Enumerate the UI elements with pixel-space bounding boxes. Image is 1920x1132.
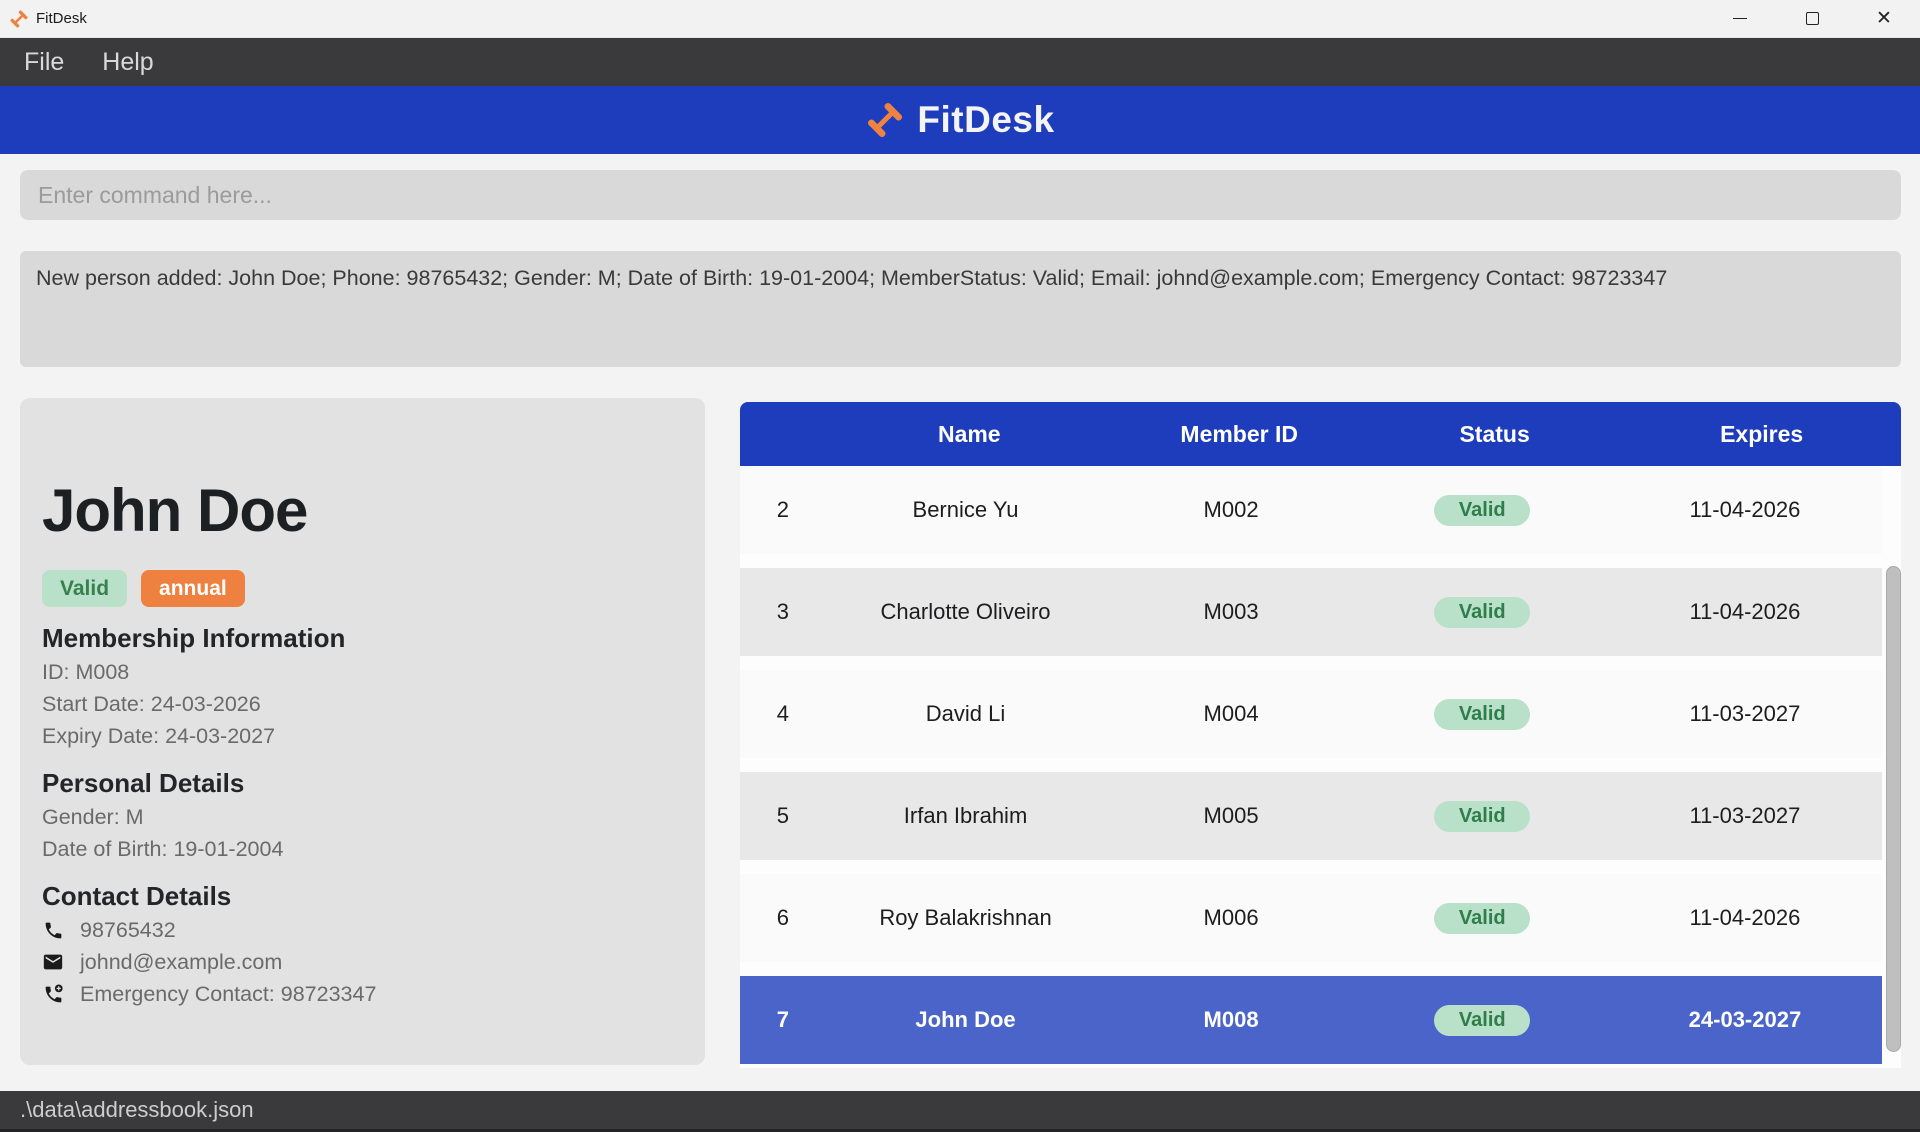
badge-row: Valid annual (42, 570, 683, 607)
row-index: 7 (776, 1007, 789, 1032)
phone-value: 98765432 (80, 918, 176, 942)
email-value: johnd@example.com (80, 950, 283, 974)
command-input[interactable] (20, 170, 1901, 220)
row-index: 5 (776, 803, 789, 828)
table-row[interactable]: 6 Roy Balakrishnan M006 Valid 11-04-2026 (740, 874, 1882, 962)
menu-bar: File Help (0, 38, 1920, 86)
expiry-date-line: Expiry Date: 24-03-2027 (42, 724, 276, 748)
row-expires: 11-04-2026 (1689, 599, 1801, 624)
membership-heading: Membership Information (42, 623, 346, 653)
row-index: 3 (776, 599, 789, 624)
header-member-id: Member ID (1180, 420, 1298, 447)
row-status: Valid (1357, 902, 1608, 934)
table-row[interactable]: 7 John Doe M008 Valid 24-03-2027 (740, 976, 1882, 1064)
dob-line: Date of Birth: 19-01-2004 (42, 837, 284, 861)
row-expires: 11-03-2027 (1689, 803, 1801, 828)
maximize-button[interactable] (1776, 0, 1848, 37)
row-member-id: M002 (1203, 497, 1259, 522)
header-expires: Expires (1720, 420, 1804, 447)
status-pill: Valid (1434, 698, 1531, 730)
window-bottom-edge (0, 1129, 1920, 1132)
row-member-id: M006 (1203, 905, 1259, 930)
gender-line: Gender: M (42, 805, 144, 829)
phone-icon (42, 920, 64, 941)
menu-help[interactable]: Help (102, 47, 154, 76)
menu-file[interactable]: File (24, 47, 65, 76)
member-id-line: ID: M008 (42, 660, 130, 684)
brand-dumbbell-icon (865, 100, 905, 140)
app-dumbbell-icon (9, 9, 29, 29)
row-status: Valid (1357, 1004, 1608, 1036)
email-row: johnd@example.com (42, 946, 683, 978)
window-controls: ✕ (1704, 0, 1920, 37)
table-rows: 2 Bernice Yu M002 Valid 11-04-2026 3 Cha… (740, 466, 1882, 1078)
personal-heading: Personal Details (42, 768, 245, 798)
maximize-icon (1805, 12, 1819, 25)
row-member-id: M005 (1203, 803, 1259, 828)
minimize-button[interactable] (1704, 0, 1776, 37)
members-table: Name Member ID Status Expires 2 Bernice … (740, 402, 1901, 1068)
data-file-path: .\data\addressbook.json (20, 1097, 254, 1122)
emergency-phone-icon (42, 984, 64, 1005)
result-display: New person added: John Doe; Phone: 98765… (20, 251, 1901, 367)
brand-title: FitDesk (917, 99, 1055, 140)
status-pill: Valid (1434, 494, 1531, 526)
row-expires: 11-04-2026 (1689, 905, 1801, 930)
header-status: Status (1459, 420, 1530, 447)
row-expires: 24-03-2027 (1688, 1007, 1802, 1032)
title-bar: FitDesk ✕ (0, 0, 1920, 38)
row-name: Charlotte Oliveiro (880, 599, 1051, 624)
table-scrollbar-thumb[interactable] (1886, 566, 1901, 1052)
table-body: 2 Bernice Yu M002 Valid 11-04-2026 3 Cha… (740, 466, 1901, 1068)
status-badge: Valid (42, 570, 128, 607)
emergency-contact-row: Emergency Contact: 98723347 (42, 978, 683, 1010)
header-name: Name (937, 420, 1001, 447)
close-icon: ✕ (1876, 8, 1892, 29)
table-header-row: Name Member ID Status Expires (740, 402, 1901, 466)
minimize-icon (1733, 17, 1747, 20)
table-row[interactable]: 5 Irfan Ibrahim M005 Valid 11-03-2027 (740, 772, 1882, 860)
status-pill: Valid (1434, 902, 1531, 934)
row-status: Valid (1357, 698, 1608, 730)
row-name: David Li (925, 701, 1006, 726)
table-row[interactable]: 2 Bernice Yu M002 Valid 11-04-2026 (740, 466, 1882, 554)
person-name: John Doe (42, 477, 308, 544)
row-name: Bernice Yu (912, 497, 1019, 522)
row-member-id: M003 (1203, 599, 1259, 624)
row-index: 6 (776, 905, 789, 930)
close-button[interactable]: ✕ (1848, 0, 1920, 37)
emergency-value: Emergency Contact: 98723347 (80, 982, 377, 1006)
result-message: New person added: John Doe; Phone: 98765… (36, 266, 1668, 290)
start-date-line: Start Date: 24-03-2026 (42, 692, 261, 716)
window-title: FitDesk (36, 10, 87, 27)
person-detail-card: John Doe Valid annual Membership Informa… (20, 398, 705, 1065)
contact-heading: Contact Details (42, 881, 232, 911)
phone-row: 98765432 (42, 914, 683, 946)
table-row[interactable]: 4 David Li M004 Valid 11-03-2027 (740, 670, 1882, 758)
brand-header: FitDesk (0, 86, 1920, 154)
row-status: Valid (1357, 494, 1608, 526)
row-member-id: M008 (1203, 1007, 1259, 1032)
status-bar: .\data\addressbook.json (0, 1091, 1920, 1129)
status-pill: Valid (1434, 1004, 1531, 1036)
email-icon (42, 951, 64, 973)
row-expires: 11-03-2027 (1689, 701, 1801, 726)
row-index: 4 (776, 701, 789, 726)
row-status: Valid (1357, 800, 1608, 832)
row-index: 2 (776, 497, 789, 522)
row-name: Irfan Ibrahim (903, 803, 1028, 828)
plan-badge: annual (141, 570, 245, 607)
status-pill: Valid (1434, 596, 1531, 628)
row-expires: 11-04-2026 (1689, 497, 1801, 522)
row-name: Roy Balakrishnan (879, 905, 1052, 930)
row-member-id: M004 (1203, 701, 1259, 726)
table-row[interactable]: 3 Charlotte Oliveiro M003 Valid 11-04-20… (740, 568, 1882, 656)
row-status: Valid (1357, 596, 1608, 628)
row-name: John Doe (915, 1007, 1016, 1032)
status-pill: Valid (1434, 800, 1531, 832)
